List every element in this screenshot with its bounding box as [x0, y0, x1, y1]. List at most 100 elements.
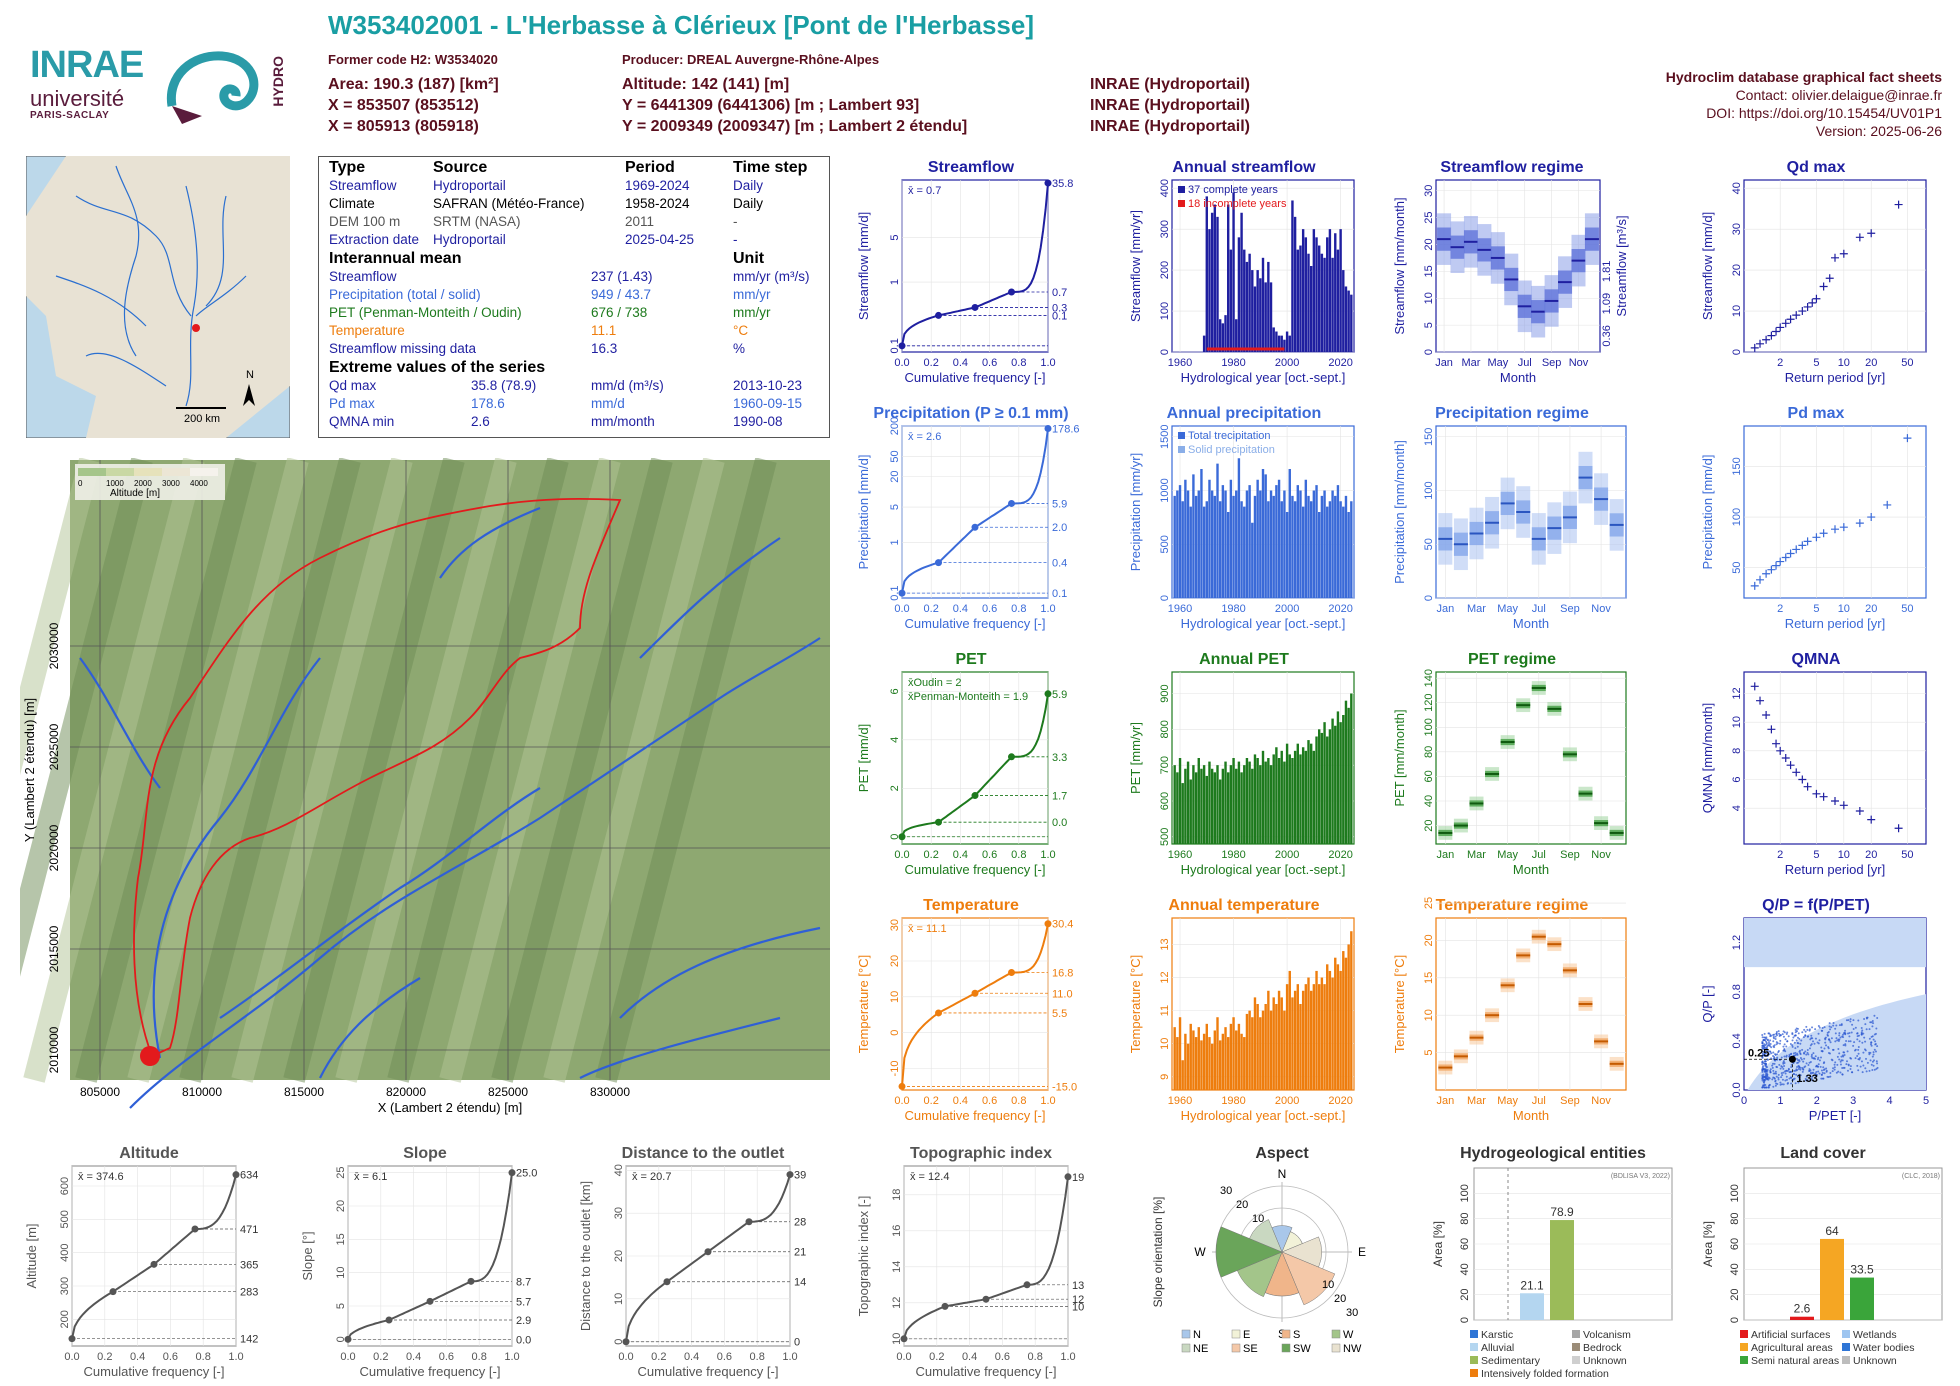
- y-tick-label: 10: [1423, 292, 1435, 304]
- daily-point: [1802, 1068, 1805, 1071]
- annual-bar: [1339, 229, 1342, 352]
- daily-point: [1868, 1028, 1871, 1031]
- right-value-label: 28: [794, 1217, 806, 1229]
- daily-point: [1834, 1032, 1837, 1035]
- mean-annotation: x̄ = 6.1: [354, 1171, 387, 1183]
- daily-point: [1772, 1035, 1775, 1038]
- right-value-label: 283: [240, 1287, 258, 1299]
- daily-point: [1837, 1038, 1840, 1041]
- x-tick-label: 0.6: [982, 357, 997, 369]
- daily-point: [1871, 1055, 1874, 1058]
- annual-bar: [1213, 204, 1217, 352]
- daily-point: [1809, 1044, 1812, 1047]
- annual-bar: [1218, 501, 1222, 598]
- scale-bar-label: 200 km: [184, 413, 220, 425]
- y-axis-label: PET [mm/month]: [1392, 709, 1407, 806]
- annual-bar: [1296, 249, 1299, 352]
- chart-title: Pd max: [1788, 405, 1845, 422]
- x-tick-label: Nov: [1591, 1095, 1611, 1107]
- daily-point: [1819, 1065, 1822, 1068]
- daily-point: [1799, 1057, 1802, 1060]
- annual-bar: [1235, 768, 1238, 844]
- daily-point: [1872, 1051, 1875, 1054]
- return-point: [1831, 525, 1839, 534]
- x-tick-label: Sep: [1560, 603, 1580, 615]
- annual-bar: [1277, 335, 1281, 352]
- annual-bar: [1275, 485, 1278, 598]
- y-tick-label: 50: [1731, 562, 1743, 574]
- daily-point: [1764, 1070, 1767, 1073]
- annual-bar: [1318, 729, 1321, 844]
- river: [152, 657, 321, 1059]
- daily-point: [1834, 1061, 1837, 1064]
- quantile-point: [704, 1248, 712, 1256]
- return-point: [1831, 253, 1839, 262]
- daily-point: [1765, 1066, 1768, 1069]
- y-tick-label: 20: [335, 1200, 347, 1212]
- daily-point: [1762, 1073, 1765, 1076]
- legend-swatch: [1331, 1329, 1341, 1339]
- quantile-point: [109, 1288, 117, 1296]
- x-tick-label: 0.4: [130, 1351, 145, 1363]
- y-tick-label: 200: [59, 1310, 71, 1328]
- x-tick-label: 2: [1777, 357, 1783, 369]
- altitude-legend-tick: 1000: [106, 479, 124, 488]
- daily-point: [1777, 1076, 1780, 1079]
- y-axis-label: Area [%]: [1431, 1221, 1445, 1267]
- precip-cdf-chart: Precipitation (P ≥ 0.1 mm) Cumulative fre…: [856, 405, 1080, 631]
- daily-point: [1782, 1060, 1785, 1063]
- annual-bar: [1208, 229, 1211, 352]
- y-axis-label: Temperature [°C]: [1128, 955, 1143, 1053]
- daily-point: [1765, 1052, 1768, 1055]
- x-tick-label: 1.0: [228, 1351, 243, 1363]
- y-tick-label: 60: [1729, 1238, 1741, 1250]
- annual-bar: [1189, 779, 1192, 844]
- annual-bar: [1264, 761, 1267, 844]
- daily-point: [1768, 1077, 1771, 1080]
- annual-bar: [1261, 469, 1265, 598]
- extreme-row-cell: Pd max: [329, 396, 375, 411]
- daily-point: [1773, 1062, 1776, 1065]
- annual-bar: [1218, 319, 1222, 352]
- info-table: Type Source Period Time step Streamflow Hydro…: [318, 156, 830, 438]
- daily-point: [1775, 1041, 1778, 1044]
- river: [639, 537, 781, 659]
- x-tick-label: 0.0: [896, 1351, 911, 1363]
- annual-bar: [1344, 495, 1348, 598]
- x-tick-label: 50: [1901, 849, 1913, 861]
- x-tick-label: Jan: [1436, 849, 1454, 861]
- daily-point: [1838, 1032, 1841, 1035]
- annual-bar: [1304, 479, 1308, 598]
- annual-bar: [1245, 758, 1249, 844]
- river: [579, 1016, 781, 1079]
- daily-point: [1778, 1032, 1781, 1035]
- daily-point: [1764, 1063, 1767, 1066]
- y-tick-label: 11: [1159, 1005, 1171, 1016]
- return-point: [1756, 575, 1765, 584]
- x-tick-label: Mar: [1461, 357, 1480, 369]
- daily-point: [1841, 1067, 1844, 1070]
- daily-point: [1780, 1076, 1783, 1079]
- daily-point: [1784, 1072, 1787, 1075]
- legend-swatch: [1231, 1329, 1241, 1339]
- y-tick-label: 0: [1159, 349, 1171, 355]
- y-tick-label: 500: [1159, 535, 1171, 553]
- rose-ring-label: 20: [1236, 1199, 1248, 1211]
- right-value-label: 25.0: [516, 1168, 537, 1180]
- annual-bar: [1318, 245, 1321, 352]
- daily-point: [1854, 1026, 1857, 1029]
- daily-point: [1781, 1074, 1784, 1077]
- x-tick-label: 0.0: [618, 1351, 633, 1363]
- y-tick-label: 1.2: [1731, 935, 1743, 950]
- y-tick-label: 0.8: [1731, 984, 1743, 999]
- annual-bar: [1280, 335, 1283, 352]
- daily-point: [1832, 1022, 1835, 1025]
- y-tick-label: 200: [889, 417, 901, 435]
- daily-point: [1774, 1084, 1777, 1087]
- x-axis-label: Month: [1500, 370, 1536, 385]
- daily-point: [1769, 1050, 1772, 1053]
- chart-title: Annual streamflow: [1172, 159, 1316, 176]
- y-tick-label: 30: [613, 1207, 625, 1219]
- return-point: [1803, 537, 1812, 546]
- y-tick-label: 140: [1423, 669, 1435, 687]
